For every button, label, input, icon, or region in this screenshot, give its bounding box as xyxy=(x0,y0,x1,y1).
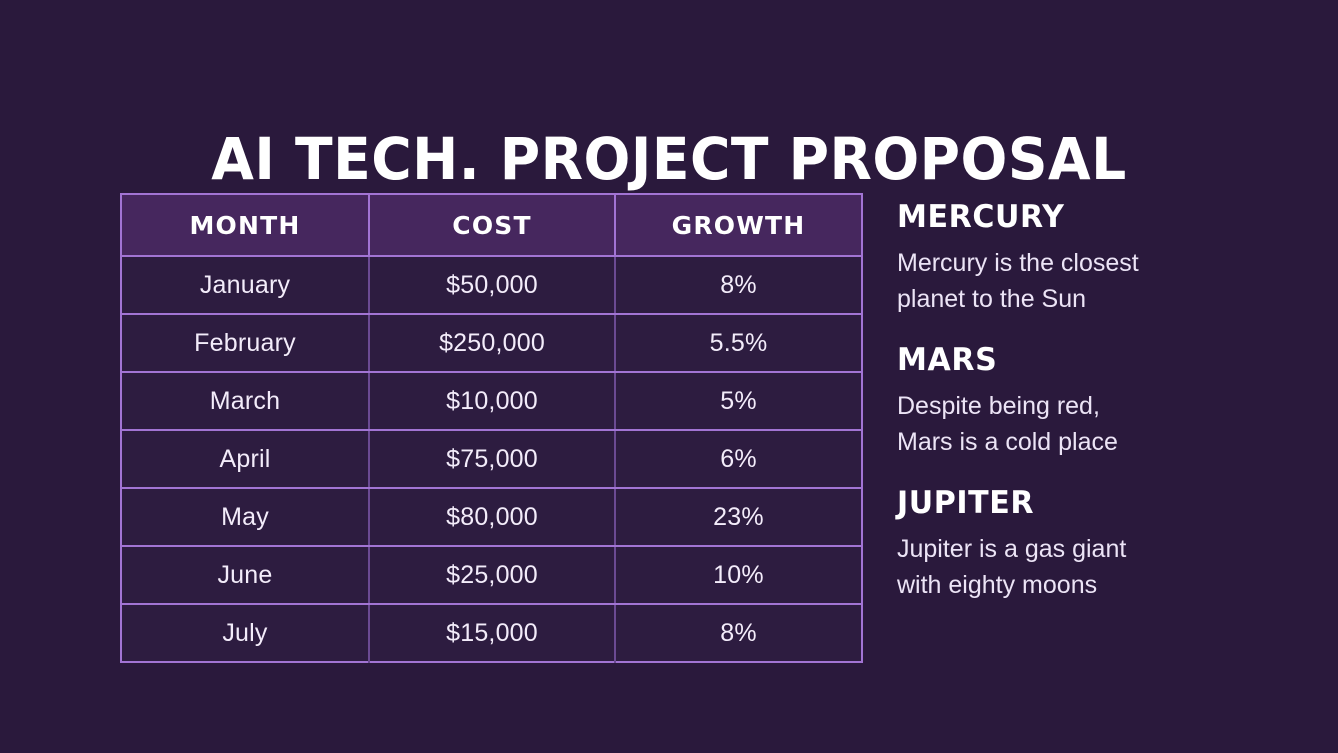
cell-growth: 8% xyxy=(720,618,757,647)
fact-jupiter: JUPITER Jupiter is a gas giant with eigh… xyxy=(897,484,1227,603)
facts-column: MERCURY Mercury is the closest planet to… xyxy=(897,198,1227,603)
column-header-month: MONTH xyxy=(121,194,370,257)
fact-body-jupiter: Jupiter is a gas giant with eighty moons xyxy=(897,535,1127,599)
fact-title-jupiter: JUPITER xyxy=(897,485,1035,521)
cell-cost: $25,000 xyxy=(369,546,616,605)
table-header: MONTH COST GROWTH xyxy=(121,194,862,257)
cell-growth: 5.5% xyxy=(615,314,862,373)
table-row: April $75,000 6% xyxy=(121,430,862,489)
table-header-row: MONTH COST GROWTH xyxy=(121,194,862,257)
cell-month: January xyxy=(121,256,370,315)
cell-growth: 6% xyxy=(615,430,862,489)
cell-growth: 10% xyxy=(615,546,862,605)
cell-cost: $50,000 xyxy=(369,256,616,315)
budget-table: MONTH COST GROWTH January $50,000 8% Feb… xyxy=(120,193,863,663)
cell-growth: 8% xyxy=(615,256,862,315)
table-row: February $250,000 5.5% xyxy=(121,314,862,373)
cell-month: March xyxy=(121,372,370,431)
cell-growth: 23% xyxy=(615,488,862,547)
cell-month: April xyxy=(121,430,370,489)
cell-cost: $15,000 xyxy=(369,604,616,662)
cell-month: May xyxy=(121,488,370,547)
table-row: January $50,000 8% xyxy=(121,256,862,315)
cell-month: February xyxy=(121,314,370,373)
fact-body-mars: Despite being red, Mars is a cold place xyxy=(897,392,1118,456)
page-title: AI TECH. PROJECT PROPOSAL xyxy=(211,124,1127,193)
fact-mars: MARS Despite being red, Mars is a cold p… xyxy=(897,341,1227,460)
cell-cost: $10,000 xyxy=(369,372,616,431)
cell-cost: $75,000 xyxy=(369,430,616,489)
cell-cost: $80,000 xyxy=(369,488,616,547)
cell-month: June xyxy=(121,546,370,605)
table-row: May $80,000 23% xyxy=(121,488,862,547)
fact-title-mercury: MERCURY xyxy=(897,199,1065,235)
table-row: March $10,000 5% xyxy=(121,372,862,431)
table-row: June $25,000 10% xyxy=(121,546,862,605)
cell-cost: $250,000 xyxy=(369,314,616,373)
fact-body-mercury: Mercury is the closest planet to the Sun xyxy=(897,249,1139,313)
fact-mercury: MERCURY Mercury is the closest planet to… xyxy=(897,198,1227,317)
cell-growth: 5% xyxy=(615,372,862,431)
fact-title-mars: MARS xyxy=(897,342,998,378)
table-row: July $15,000 8% xyxy=(121,604,862,662)
column-header-cost: COST xyxy=(369,194,616,257)
table-body: January $50,000 8% February $250,000 5.5… xyxy=(121,256,862,662)
column-header-growth: GROWTH xyxy=(615,194,862,257)
cell-month: July xyxy=(121,604,370,662)
